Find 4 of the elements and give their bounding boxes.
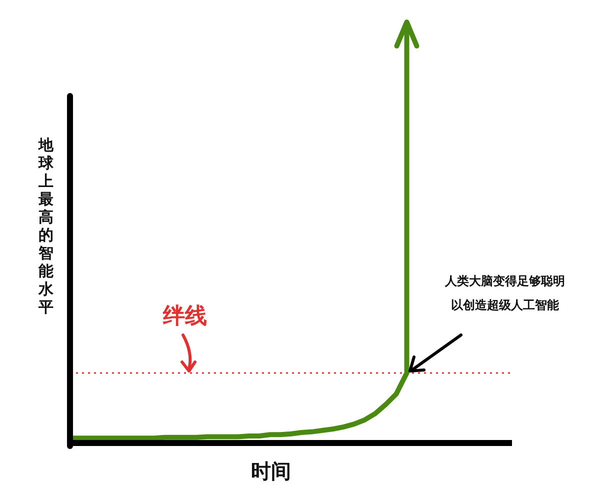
ref-line-label: 绊线 xyxy=(162,304,207,329)
text: 人类大脑变得足够聪明以创造超级人工智能 xyxy=(444,274,565,312)
x-axis-title: 时间 xyxy=(251,459,291,483)
text: 地球上最高的智能水平 xyxy=(38,136,54,316)
